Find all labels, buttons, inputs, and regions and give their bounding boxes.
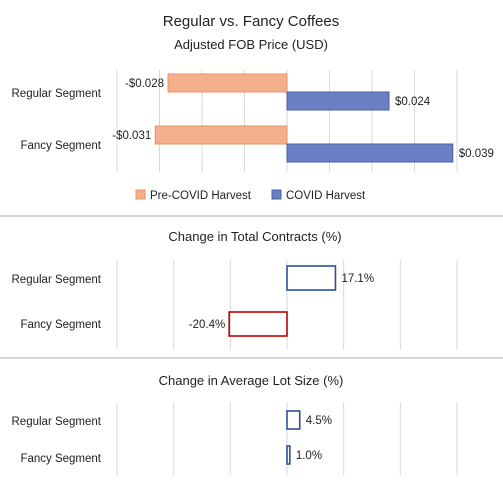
chart-title: Regular vs. Fancy Coffees: [163, 13, 339, 30]
category-label: Fancy Segment: [20, 319, 101, 331]
data-label: 4.5%: [306, 415, 332, 427]
bar: [228, 311, 288, 337]
category-label: Regular Segment: [12, 88, 102, 100]
data-label: -20.4%: [189, 319, 225, 331]
bar: [286, 143, 454, 163]
chart-subtitle: Adjusted FOB Price (USD): [174, 37, 328, 52]
bar: [286, 445, 291, 465]
bar: [154, 125, 288, 145]
legend-label: Pre-COVID Harvest: [150, 190, 252, 202]
data-label: $0.024: [395, 96, 431, 108]
bar: [286, 265, 337, 291]
data-label: $0.039: [459, 148, 494, 160]
bar: [286, 91, 390, 111]
legend-label: COVID Harvest: [286, 190, 366, 202]
category-label: Fancy Segment: [20, 140, 101, 152]
bar: [286, 410, 301, 430]
category-label: Regular Segment: [12, 274, 102, 286]
bar: [167, 73, 288, 93]
data-label: 1.0%: [296, 450, 322, 462]
legend-swatch-pre-covid: [135, 189, 146, 200]
category-label: Fancy Segment: [20, 453, 101, 465]
chart-title: Change in Total Contracts (%): [168, 229, 341, 244]
chart-total-contracts: Change in Total Contracts (%) Regular Se…: [12, 229, 458, 350]
data-label: -$0.031: [112, 130, 151, 142]
chart-average-lot-size: Change in Average Lot Size (%) Regular S…: [12, 373, 458, 475]
chart-title: Change in Average Lot Size (%): [159, 373, 344, 388]
legend-swatch-covid: [271, 189, 282, 200]
data-label: 17.1%: [341, 273, 374, 285]
chart-fob-price: Regular vs. Fancy Coffees Adjusted FOB P…: [12, 13, 494, 202]
legend: Pre-COVID Harvest COVID Harvest: [135, 189, 366, 202]
data-label: -$0.028: [125, 78, 164, 90]
category-label: Regular Segment: [12, 416, 102, 428]
